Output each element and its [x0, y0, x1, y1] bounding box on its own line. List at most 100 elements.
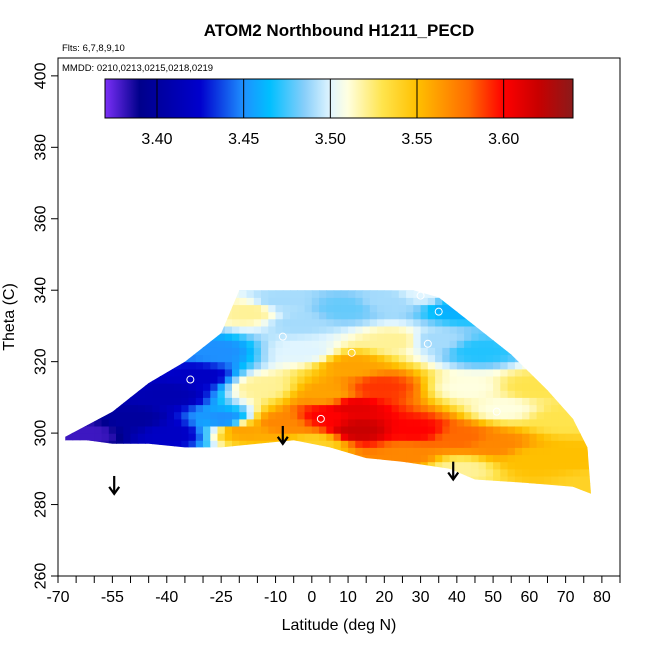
field-cell [58, 276, 66, 284]
field-cell [435, 297, 443, 306]
field-cell [174, 361, 182, 370]
field-cell [348, 426, 356, 434]
field-cell [522, 318, 530, 327]
field-cell [587, 318, 592, 327]
field-cell [558, 354, 567, 363]
field-cell [406, 490, 414, 494]
field-cell [514, 447, 523, 456]
field-cell [189, 497, 197, 505]
field-cell [340, 340, 349, 348]
field-cell [340, 304, 349, 313]
field-cell [311, 476, 320, 484]
field-cell [101, 311, 110, 320]
field-cell [160, 497, 168, 505]
field-cell [543, 347, 552, 356]
field-cell [319, 404, 327, 413]
colorbar-tick-label: 3.40 [141, 131, 172, 148]
field-cell [297, 411, 306, 420]
field-cell [145, 311, 153, 320]
field-cell [536, 375, 545, 384]
field-cell [326, 476, 335, 484]
field-cell [123, 433, 132, 441]
field-cell [464, 426, 472, 434]
field-cell [471, 433, 480, 441]
field-cell [181, 411, 190, 420]
field-cell [311, 311, 320, 320]
field-cell [137, 418, 146, 427]
field-cell [435, 347, 443, 356]
field-cell [478, 426, 487, 434]
field-cell [413, 476, 422, 484]
field-cell [391, 290, 400, 291]
field-cell [587, 290, 592, 298]
field-cell [79, 340, 88, 348]
field-cell [543, 476, 552, 484]
field-cell [514, 490, 523, 494]
field-cell [311, 433, 320, 441]
field-cell [326, 440, 335, 448]
field-cell [282, 404, 291, 413]
field-cell [340, 361, 349, 370]
field-cell [529, 433, 538, 441]
field-cell [224, 304, 233, 313]
field-cell [427, 476, 436, 484]
field-cell [413, 426, 422, 434]
field-cell [427, 333, 436, 341]
field-cell [420, 461, 429, 470]
field-cell [87, 418, 95, 427]
field-cell [580, 476, 588, 484]
field-cell [471, 361, 480, 370]
field-cell [384, 340, 393, 348]
field-cell [333, 447, 342, 456]
field-cell [326, 311, 335, 320]
field-cell [224, 368, 233, 377]
field-cell [536, 490, 545, 494]
field-cell [311, 368, 320, 377]
field-cell [602, 483, 610, 491]
field-cell [355, 397, 364, 406]
field-cell [529, 375, 538, 384]
field-cell [203, 390, 211, 398]
field-cell [333, 354, 342, 363]
field-cell [217, 404, 226, 413]
field-cell [268, 333, 277, 341]
field-cell [217, 333, 226, 341]
field-cell [311, 361, 320, 370]
field-cell [572, 411, 581, 420]
field-cell [94, 318, 103, 327]
field-cell [543, 383, 552, 391]
field-cell [435, 404, 443, 413]
field-cell [529, 426, 538, 434]
field-cell [65, 404, 66, 413]
field-cell [595, 497, 603, 505]
field-cell [348, 440, 356, 448]
field-cell [508, 276, 516, 284]
field-cell [565, 433, 574, 441]
field-cell [65, 476, 66, 484]
field-cell [94, 454, 103, 463]
field-cell [558, 433, 567, 441]
field-cell [355, 276, 363, 284]
field-cell [145, 468, 153, 477]
field-cell [311, 375, 320, 384]
field-cell [290, 426, 298, 434]
field-cell [558, 454, 567, 463]
field-cell [558, 440, 567, 448]
field-cell [319, 290, 327, 291]
field-cell [514, 290, 523, 298]
field-cell [420, 304, 429, 313]
field-cell [449, 390, 458, 398]
field-cell [348, 290, 356, 291]
field-cell [130, 418, 139, 427]
field-cell [203, 340, 211, 348]
field-cell [456, 347, 465, 356]
field-cell [137, 383, 146, 391]
field-cell [275, 418, 284, 427]
field-cell [145, 354, 153, 363]
field-cell [268, 311, 277, 320]
field-cell [362, 311, 371, 320]
field-cell [369, 454, 378, 463]
field-cell [551, 290, 559, 291]
field-cell [362, 426, 371, 434]
field-cell [174, 404, 182, 413]
